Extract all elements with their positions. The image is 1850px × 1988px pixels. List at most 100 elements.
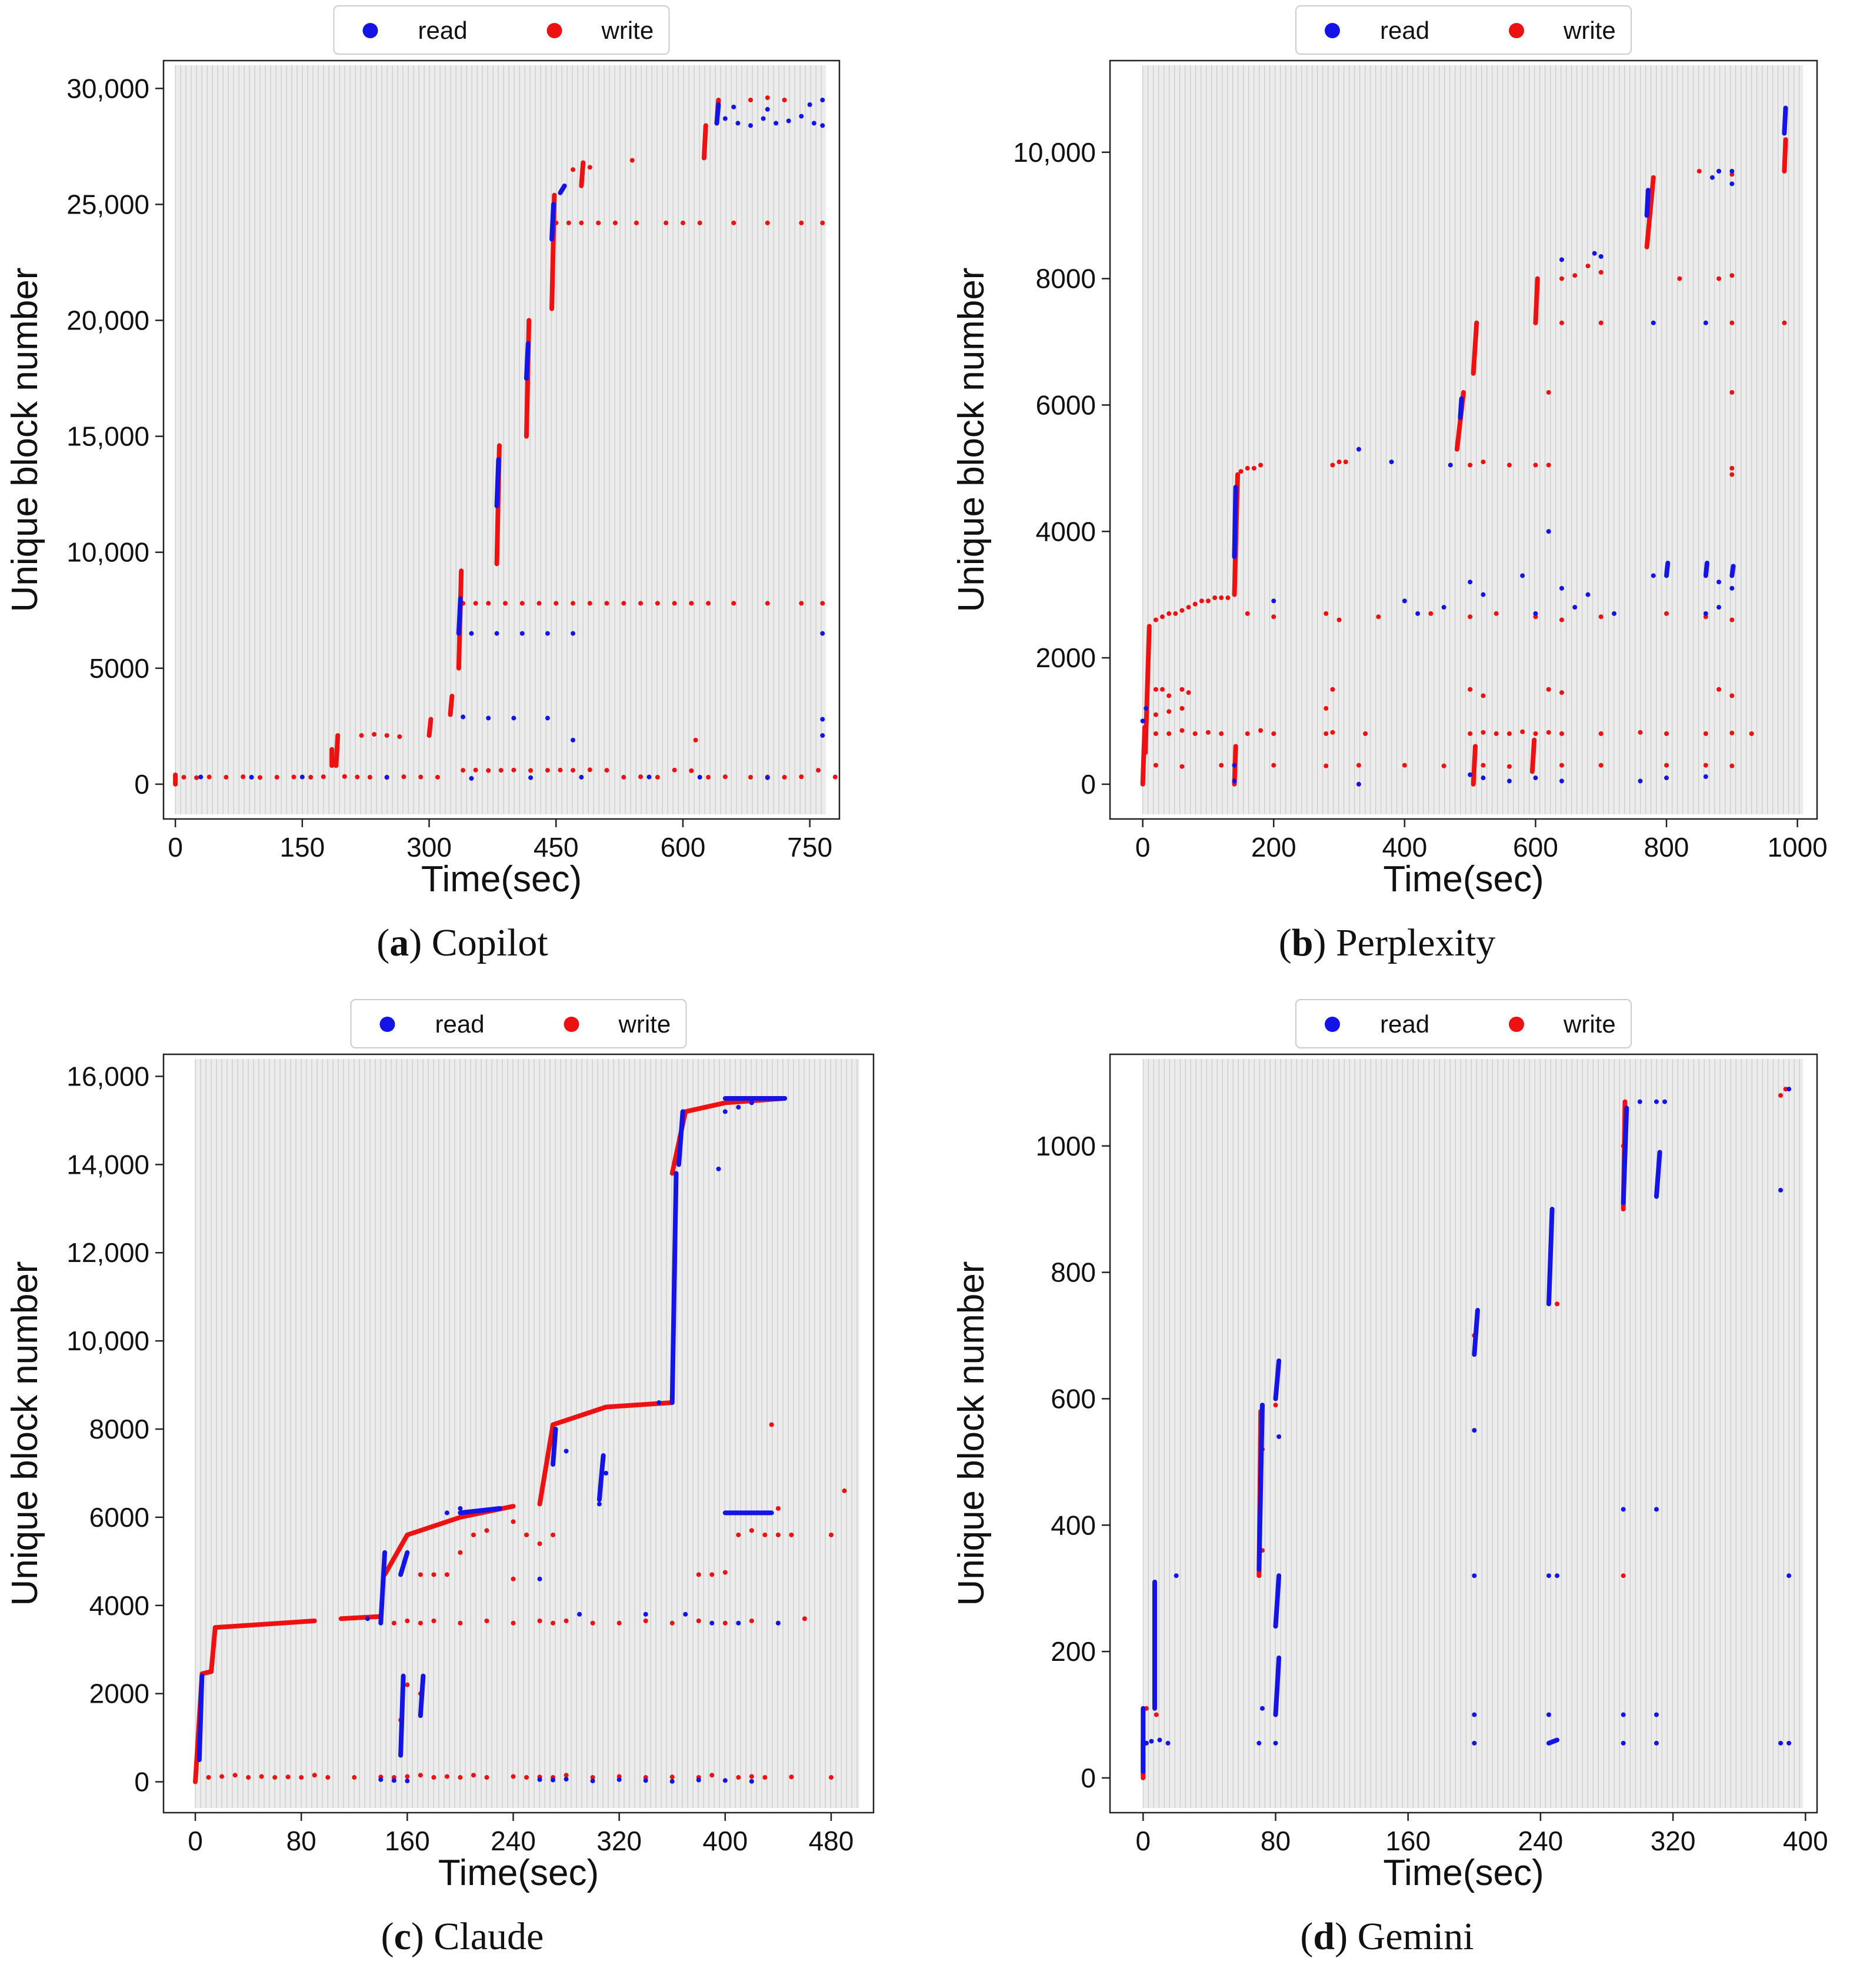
read-point bbox=[1232, 762, 1237, 768]
write-point bbox=[524, 1532, 529, 1537]
read-point bbox=[528, 775, 534, 780]
write-point bbox=[1173, 611, 1178, 616]
read-point bbox=[577, 1611, 582, 1617]
write-point bbox=[789, 1774, 794, 1780]
read-point bbox=[378, 1777, 384, 1782]
read-segment bbox=[669, 1171, 679, 1406]
read-point bbox=[775, 1620, 781, 1626]
write-point bbox=[1494, 731, 1499, 736]
write-point bbox=[359, 733, 364, 738]
write-point bbox=[762, 1775, 768, 1780]
read-segment bbox=[524, 341, 531, 381]
write-point bbox=[312, 1773, 317, 1778]
read-segment bbox=[1546, 1737, 1560, 1746]
legend-write-marker bbox=[1509, 23, 1524, 38]
grid-fill bbox=[1143, 1059, 1803, 1808]
read-point bbox=[1716, 605, 1722, 610]
write-segment bbox=[551, 1404, 609, 1427]
y-tick-label: 6000 bbox=[1036, 389, 1096, 420]
write-point bbox=[669, 1774, 675, 1780]
y-tick-label: 2000 bbox=[1036, 642, 1096, 673]
read-segment bbox=[398, 1673, 406, 1758]
read-point bbox=[378, 1614, 384, 1619]
read-point bbox=[807, 102, 812, 107]
read-point bbox=[1778, 1187, 1784, 1193]
legend-read-marker bbox=[379, 1017, 395, 1032]
chart-d: 0 200 400 600 800 1000 0 80 160 240 320 400 Time(sec… bbox=[951, 999, 1828, 1893]
write-point bbox=[511, 1576, 516, 1581]
x-tick-label: 300 bbox=[406, 832, 452, 863]
write-segment bbox=[579, 160, 586, 188]
write-point bbox=[471, 1773, 476, 1778]
write-point bbox=[1205, 730, 1211, 735]
write-point bbox=[1729, 617, 1735, 622]
read-point bbox=[537, 1576, 542, 1581]
read-segment bbox=[1664, 560, 1671, 578]
write-point bbox=[486, 768, 491, 773]
write-point bbox=[1166, 693, 1172, 698]
x-tick-label: 480 bbox=[809, 1826, 854, 1856]
write-point bbox=[1546, 389, 1551, 395]
write-point bbox=[458, 1550, 463, 1555]
grid-lines bbox=[1142, 65, 1800, 814]
read-point bbox=[799, 114, 804, 119]
write-point bbox=[1546, 730, 1551, 735]
read-point bbox=[1729, 585, 1735, 591]
write-point bbox=[1468, 731, 1473, 736]
write-point bbox=[1585, 264, 1591, 269]
write-segment bbox=[537, 1422, 556, 1507]
read-point bbox=[1468, 772, 1473, 777]
read-point bbox=[1654, 1507, 1659, 1512]
y-tick-label: 4000 bbox=[1036, 516, 1096, 547]
series-read bbox=[1140, 105, 1788, 787]
write-point bbox=[612, 220, 618, 225]
read-point bbox=[1144, 706, 1149, 711]
chart-panel-a: 0 5000 10,000 15,000 20,000 25,000 30,000 0 150 3… bbox=[0, 0, 925, 994]
x-tick-label: 0 bbox=[1135, 832, 1151, 863]
write-point bbox=[1696, 168, 1702, 174]
legend: read write bbox=[1295, 5, 1632, 55]
write-segment bbox=[1782, 137, 1788, 174]
read-point bbox=[656, 1400, 662, 1406]
x-tick-label: 400 bbox=[1783, 1826, 1828, 1856]
write-point bbox=[1330, 462, 1335, 468]
write-point bbox=[355, 774, 360, 780]
write-point bbox=[342, 774, 347, 779]
read-point bbox=[749, 1779, 754, 1784]
read-point bbox=[716, 1166, 721, 1171]
legend-box bbox=[350, 999, 687, 1048]
write-point bbox=[1153, 617, 1158, 622]
y-tick-label: 15,000 bbox=[66, 421, 149, 452]
x-tick-label: 400 bbox=[1382, 832, 1427, 863]
read-segment bbox=[551, 1427, 558, 1467]
write-point bbox=[1729, 763, 1735, 768]
write-point bbox=[536, 601, 542, 606]
write-point bbox=[257, 775, 262, 780]
y-tick-label: 30,000 bbox=[66, 73, 149, 104]
read-segment bbox=[1458, 396, 1464, 420]
x-tick-label: 600 bbox=[1513, 832, 1558, 863]
x-tick-label: 160 bbox=[1385, 1826, 1431, 1856]
caption-d: (d) Gemini bbox=[1300, 1915, 1474, 1958]
write-segment bbox=[212, 1619, 317, 1630]
x-tick-label: 800 bbox=[1644, 832, 1689, 863]
write-point bbox=[274, 775, 279, 780]
read-point bbox=[748, 123, 754, 128]
write-point bbox=[1258, 728, 1263, 733]
write-point bbox=[1520, 729, 1525, 734]
y-tick-label: 8000 bbox=[89, 1414, 149, 1444]
read-point bbox=[1472, 1740, 1477, 1746]
write-point bbox=[219, 1774, 225, 1779]
caption-letter: d bbox=[1313, 1915, 1335, 1958]
write-point bbox=[604, 601, 609, 606]
write-point bbox=[405, 1774, 410, 1779]
write-point bbox=[551, 1620, 556, 1626]
legend-read-label: read bbox=[435, 1010, 485, 1038]
write-point bbox=[1664, 611, 1669, 616]
write-point bbox=[431, 1572, 436, 1577]
write-point bbox=[680, 220, 685, 225]
write-point bbox=[1533, 320, 1538, 325]
read-point bbox=[669, 1779, 675, 1784]
read-segment bbox=[494, 457, 501, 508]
write-point bbox=[820, 601, 825, 606]
